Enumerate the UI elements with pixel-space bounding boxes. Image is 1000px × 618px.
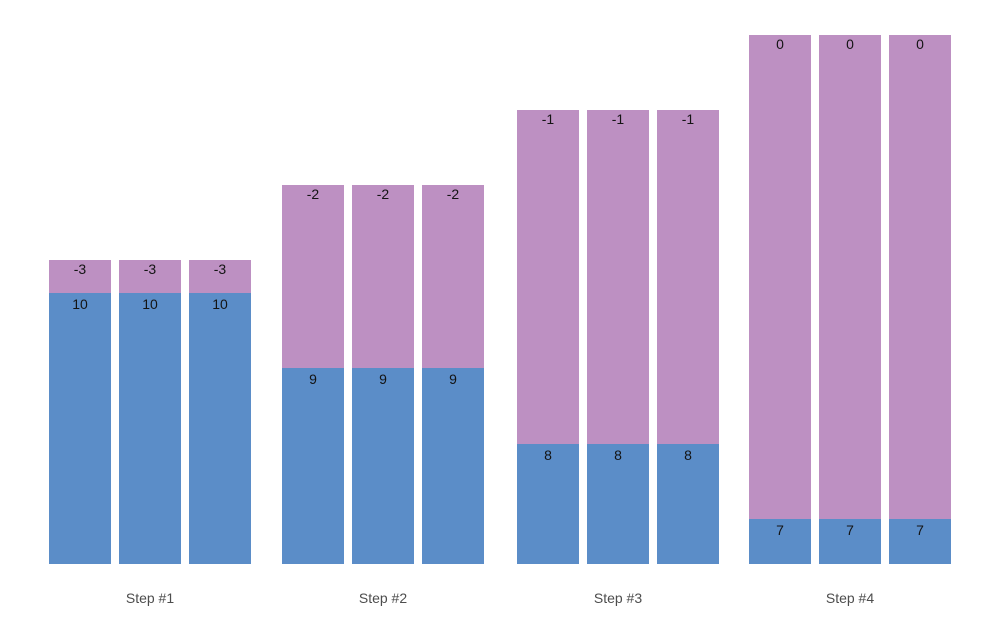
bar-value-label: 9 xyxy=(379,371,387,387)
category-label-step-2: Step #2 xyxy=(358,590,408,606)
bar-segment-blue: 7 xyxy=(749,519,811,564)
bar-segment-pink: -1 xyxy=(657,110,719,444)
bar-value-label: 10 xyxy=(72,296,88,312)
bar-value-label: 7 xyxy=(776,522,784,538)
bar-segment-blue: 9 xyxy=(422,368,484,564)
bar-segment-blue: 7 xyxy=(889,519,951,564)
category-label-step-1: Step #1 xyxy=(125,590,175,606)
bar-segment-pink: 0 xyxy=(889,35,951,519)
bar-value-label: -2 xyxy=(376,186,390,202)
bar-value-label: 8 xyxy=(544,447,552,463)
bar-value-label: 0 xyxy=(846,36,854,52)
category-label-step-3: Step #3 xyxy=(593,590,643,606)
bar-segment-pink: 0 xyxy=(749,35,811,519)
bar-segment-pink: -3 xyxy=(189,260,251,293)
bar-segment-blue: 9 xyxy=(352,368,414,564)
bar-segment-pink: -3 xyxy=(119,260,181,293)
bar-segment-pink: -1 xyxy=(587,110,649,444)
bar-segment-pink: 0 xyxy=(819,35,881,519)
bar-value-label: 8 xyxy=(684,447,692,463)
bar-segment-blue: 8 xyxy=(517,444,579,564)
bar-value-label: 0 xyxy=(776,36,784,52)
category-label-step-4: Step #4 xyxy=(825,590,875,606)
bar-value-label: 7 xyxy=(846,522,854,538)
bar-segment-blue: 9 xyxy=(282,368,344,564)
bar-value-label: 10 xyxy=(212,296,228,312)
bar-segment-pink: -2 xyxy=(352,185,414,368)
bar-segment-blue: 10 xyxy=(119,293,181,564)
bar-segment-pink: -1 xyxy=(517,110,579,444)
bar-segment-blue: 8 xyxy=(657,444,719,564)
bar-value-label: 9 xyxy=(309,371,317,387)
bar-value-label: 10 xyxy=(142,296,158,312)
bar-value-label: -2 xyxy=(446,186,460,202)
bar-segment-pink: -3 xyxy=(49,260,111,293)
bar-value-label: -3 xyxy=(213,261,227,277)
bar-value-label: -1 xyxy=(611,111,625,127)
bar-value-label: -3 xyxy=(143,261,157,277)
bar-value-label: -2 xyxy=(306,186,320,202)
bar-value-label: 9 xyxy=(449,371,457,387)
bar-value-label: 7 xyxy=(916,522,924,538)
bar-value-label: -1 xyxy=(681,111,695,127)
bar-value-label: -3 xyxy=(73,261,87,277)
bar-value-label: -1 xyxy=(541,111,555,127)
bar-segment-blue: 8 xyxy=(587,444,649,564)
bar-segment-blue: 10 xyxy=(189,293,251,564)
bar-value-label: 8 xyxy=(614,447,622,463)
bar-segment-pink: -2 xyxy=(282,185,344,368)
bar-segment-pink: -2 xyxy=(422,185,484,368)
bar-value-label: 0 xyxy=(916,36,924,52)
bar-segment-blue: 10 xyxy=(49,293,111,564)
bar-segment-blue: 7 xyxy=(819,519,881,564)
